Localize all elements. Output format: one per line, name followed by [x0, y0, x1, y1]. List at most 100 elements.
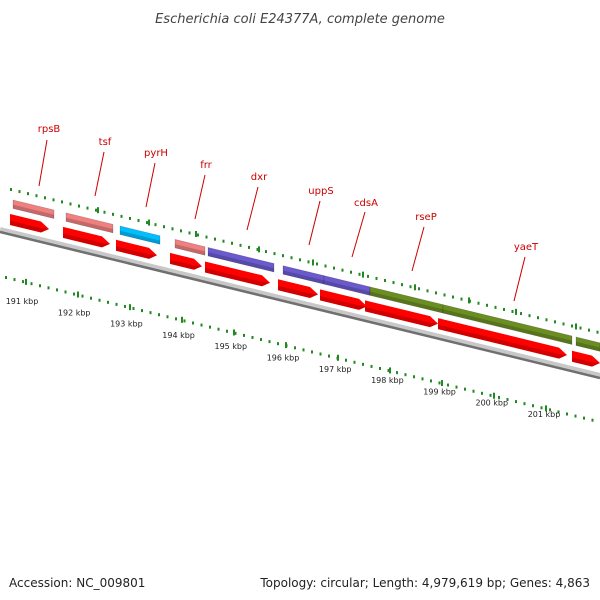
track-dot [290, 256, 293, 260]
callout-line [145, 162, 156, 208]
cds-arrow-shade [10, 220, 49, 233]
track-dot [477, 301, 480, 305]
gene-label-frr: frr [200, 160, 212, 171]
track-dot [61, 200, 63, 204]
track-dot [566, 412, 568, 416]
major-tick [515, 308, 517, 315]
track-dot [319, 352, 322, 356]
track-dot [154, 223, 157, 227]
gene-block-yaeT [442, 304, 573, 345]
track-dot [401, 283, 403, 287]
track-dot [171, 227, 174, 231]
track-dot [362, 362, 364, 366]
track-dot [579, 326, 582, 330]
track-dot [200, 323, 203, 327]
major-tick [468, 297, 470, 304]
track-dot [39, 284, 41, 288]
track-dot [129, 216, 131, 220]
cds-arrow [116, 239, 157, 259]
gene-block-pyrH [119, 225, 161, 245]
track-dot [418, 287, 420, 291]
track-dot [316, 262, 318, 266]
lower-dotted-track [5, 276, 594, 422]
cds-arrow-shade [278, 285, 318, 298]
gene-block-shade [120, 230, 160, 245]
gene-block-shade [324, 280, 370, 296]
track-dot [299, 258, 301, 262]
gene-label-rpsB: rpsB [38, 124, 61, 135]
gene-label-dxr: dxr [251, 172, 268, 183]
major-tick [545, 405, 547, 412]
track-dot [438, 381, 441, 385]
track-dot [277, 342, 279, 346]
gene-block-unlabeled [575, 336, 600, 352]
major-tick [337, 354, 339, 361]
track-dot [166, 315, 169, 319]
major-tick [148, 219, 150, 226]
track-dot [528, 314, 531, 318]
cds-arrow-shade [116, 246, 157, 259]
major-tick [312, 259, 314, 266]
scale-label: 194 kbp [162, 331, 195, 340]
track-dot [421, 377, 424, 381]
track-dot [69, 202, 72, 206]
track-dot [273, 252, 276, 256]
track-dot [307, 260, 310, 264]
track-dot [64, 290, 67, 294]
track-dot [256, 247, 259, 251]
track-dot [302, 348, 305, 352]
track-dot [498, 395, 500, 399]
track-dot [396, 371, 398, 375]
gene-label-pyrH: pyrH [144, 148, 168, 159]
track-dot [18, 190, 21, 194]
track-dot [545, 318, 548, 322]
track-dot [163, 225, 165, 229]
gene-block-shade [370, 291, 443, 314]
gene-label-yaeT: yaeT [514, 242, 539, 253]
cds-arrow-shade [205, 268, 270, 287]
track-dot [511, 310, 514, 314]
track-dot [489, 393, 492, 397]
track-dot [10, 188, 12, 191]
major-tick [362, 271, 364, 278]
major-tick [181, 316, 183, 323]
gene-block-shade [576, 341, 600, 352]
track-dot [328, 354, 330, 358]
major-tick [493, 392, 495, 399]
callout-line [38, 139, 48, 187]
track-dot [455, 385, 458, 389]
track-dot [13, 278, 16, 282]
track-dot [494, 305, 497, 309]
scale-label: 193 kbp [110, 320, 143, 329]
gene-block-shade [13, 204, 54, 219]
track-dot [532, 404, 534, 408]
track-dot [47, 286, 50, 290]
track-dot [554, 320, 556, 324]
topology-text: Topology: circular; Length: 4,979,619 bp… [259, 576, 590, 590]
callout-line [246, 186, 259, 231]
track-dot [239, 243, 242, 247]
track-dot [141, 309, 143, 313]
major-tick [195, 231, 197, 238]
scale-label: 200 kbp [475, 399, 508, 408]
track-dot [205, 235, 208, 239]
track-dot [73, 292, 75, 296]
track-dot [375, 276, 378, 280]
major-tick [25, 278, 27, 285]
callout-line [194, 174, 206, 220]
track-dot [294, 346, 296, 350]
track-dot [392, 281, 395, 285]
track-dot [435, 291, 437, 295]
track-dot [506, 398, 509, 402]
major-tick [129, 304, 131, 311]
cds-arrow [10, 214, 49, 233]
upper-dotted-track [10, 188, 599, 334]
major-tick [441, 380, 443, 387]
track-dot [350, 270, 352, 274]
cds-arrow [320, 289, 367, 310]
major-tick [414, 284, 416, 291]
track-dot [265, 250, 267, 254]
gene-label-uppS: uppS [308, 186, 333, 197]
track-dot [132, 307, 135, 311]
track-dot [124, 304, 126, 308]
